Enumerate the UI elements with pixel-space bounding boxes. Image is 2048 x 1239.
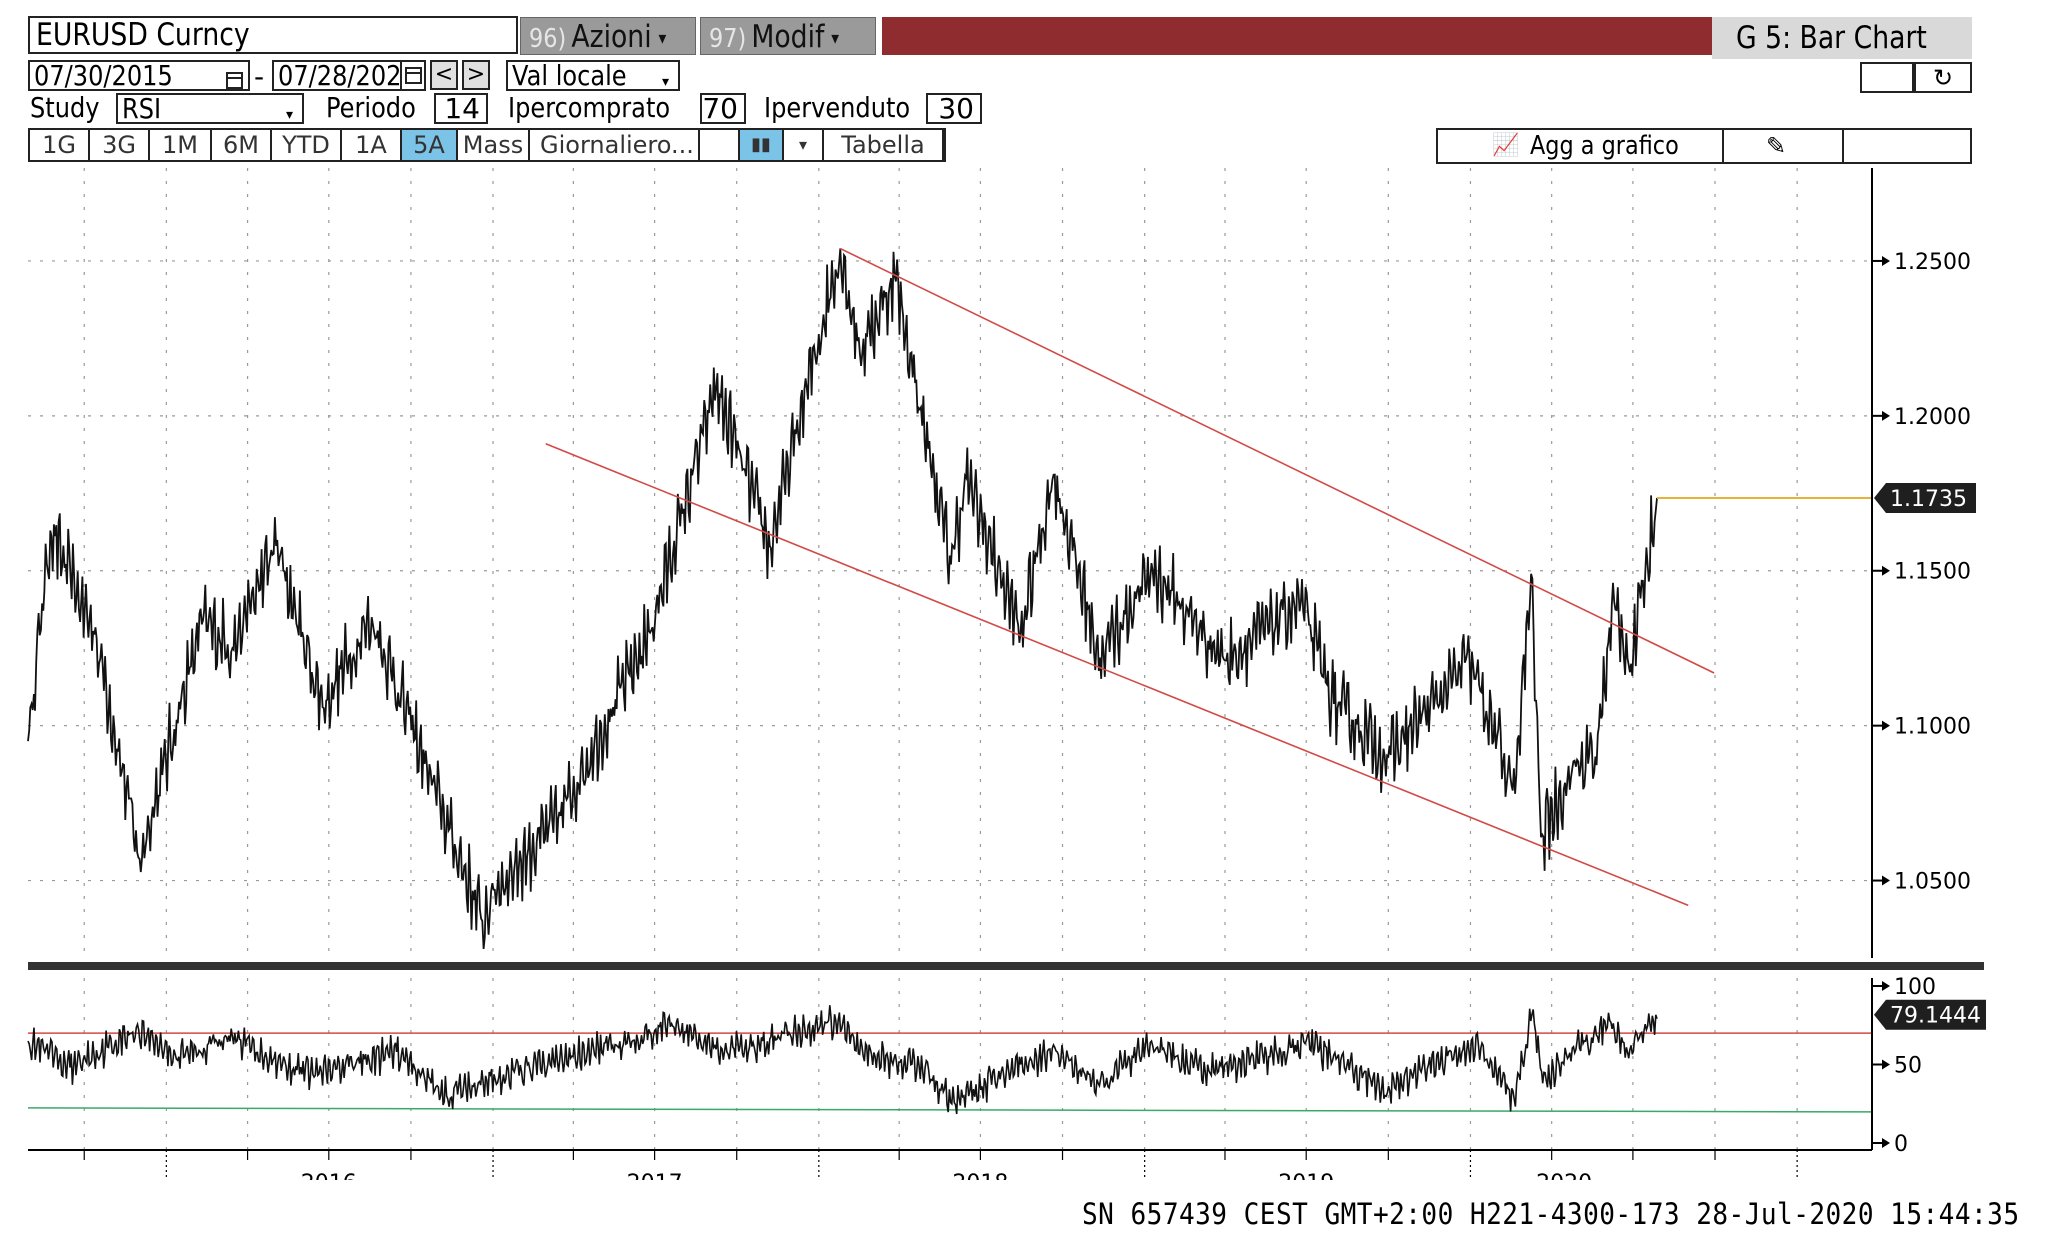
bar-chart-icon[interactable]: ▮▮ <box>740 130 784 160</box>
overbought-input[interactable]: 70 <box>700 93 746 124</box>
period-button-1g[interactable]: 1G <box>30 130 90 160</box>
year-label: 2017 <box>627 1171 683 1180</box>
actions-menu-number: 96) <box>529 24 567 54</box>
overbought-value: 70 <box>702 92 738 125</box>
calendar-icon <box>405 67 422 84</box>
edit-icon[interactable]: ✎ <box>1766 132 1787 160</box>
oversold-input[interactable]: 30 <box>926 93 982 124</box>
rsi-last-label: 79.1444 <box>1890 1004 1981 1029</box>
price-tick-label: 1.1000 <box>1894 715 1971 740</box>
price-tick-label: 1.1500 <box>1894 560 1971 585</box>
frequency-select[interactable]: Giornaliero... <box>530 130 700 160</box>
tick-arrow-icon <box>1882 565 1890 576</box>
start-date-field[interactable]: 07/30/2015 <box>28 60 250 91</box>
grid <box>28 168 1872 1150</box>
trend-lines <box>545 247 1872 907</box>
refresh-icon[interactable]: ↻ <box>1914 62 1972 93</box>
rsi-tick-label: 0 <box>1894 1132 1908 1157</box>
chevron-down-icon: ▾ <box>831 27 840 49</box>
panel-divider <box>28 962 1984 970</box>
footer-status: SN 657439 CEST GMT+2:00 H221-4300-173 28… <box>1082 1197 2020 1231</box>
end-date-value: 07/28/2020 <box>278 59 417 92</box>
study-label: Study <box>30 91 100 124</box>
chevron-down-icon[interactable]: ▾ <box>784 130 824 160</box>
prev-period-button[interactable]: < <box>430 60 458 90</box>
price-chart[interactable]: 1.2500 1.2000 1.1500 1.1000 1.0500 1.1735 100 5… <box>0 0 2048 1180</box>
year-label: 2019 <box>1278 1171 1334 1180</box>
period-button-5a[interactable]: 5A <box>402 130 458 160</box>
modif-menu-button[interactable]: 97) Modif ▾ <box>700 17 876 55</box>
modif-menu-number: 97) <box>709 24 747 54</box>
tick-arrow-icon <box>1882 410 1890 421</box>
oversold-label: Ipervenduto <box>764 91 911 124</box>
last-price-badge <box>1874 482 1976 513</box>
chart-tools-bar: 📈 Agg a grafico ✎ <box>1436 128 1972 164</box>
period-button-1m[interactable]: 1M <box>150 130 212 160</box>
period-button-6m[interactable]: 6M <box>212 130 272 160</box>
period-label: Periodo <box>326 91 416 124</box>
period-button-ytd[interactable]: YTD <box>272 130 342 160</box>
start-date-value: 07/30/2015 <box>34 59 173 92</box>
rsi-line <box>27 1005 1658 1115</box>
axis-labels: 1.2500 1.2000 1.1500 1.1000 1.0500 1.1735 100 5… <box>301 250 1986 1180</box>
title-bar <box>882 17 1712 55</box>
study-value: RSI <box>122 92 162 125</box>
price-line <box>27 248 1658 949</box>
price-tick-label: 1.2500 <box>1894 250 1971 275</box>
period-button-mass[interactable]: Mass <box>458 130 530 160</box>
year-label: 2018 <box>952 1171 1008 1180</box>
tick-arrow-icon <box>1882 1138 1890 1148</box>
oversold-line <box>27 1107 1873 1113</box>
tick-arrow-icon <box>1882 981 1890 991</box>
next-period-button[interactable]: > <box>462 60 490 90</box>
price-tick-label: 1.2000 <box>1894 405 1971 430</box>
tick-arrow-icon <box>1882 720 1890 731</box>
rsi-last-badge <box>1874 999 1986 1030</box>
rsi-tick-label: 50 <box>1894 1054 1922 1079</box>
ticker-text: EURUSD Curncy <box>36 17 250 53</box>
chart-type-label: G 5: Bar Chart <box>1712 17 1972 59</box>
trend-line <box>545 442 1689 907</box>
axes <box>28 168 1984 1180</box>
trend-line <box>839 247 1715 674</box>
year-label: 2020 <box>1536 1171 1592 1180</box>
chevron-down-icon: ▾ <box>662 74 670 90</box>
currency-select[interactable]: Val locale ▾ <box>506 60 680 91</box>
price-series <box>27 248 1658 949</box>
calendar-icon[interactable] <box>226 72 243 89</box>
date-separator: - <box>254 60 265 93</box>
tick-arrow-icon <box>1882 255 1890 266</box>
year-label: 2016 <box>301 1171 357 1180</box>
blank-field[interactable] <box>1860 62 1914 93</box>
chevron-down-icon: ▾ <box>658 27 667 49</box>
actions-menu-label: Azioni <box>571 19 652 55</box>
price-tick-label: 1.0500 <box>1894 870 1971 895</box>
currency-value: Val locale <box>512 59 627 92</box>
tick-arrow-icon <box>1882 875 1890 886</box>
table-button[interactable]: Tabella <box>824 130 944 160</box>
rsi-tick-label: 100 <box>1894 975 1936 1000</box>
last-price-label: 1.1735 <box>1890 487 1967 512</box>
add-to-chart-button[interactable]: Agg a grafico <box>1530 131 1679 161</box>
actions-menu-button[interactable]: 96) Azioni ▾ <box>520 17 696 55</box>
ticker-input[interactable]: EURUSD Curncy <box>28 16 518 54</box>
modif-menu-label: Modif <box>751 19 825 55</box>
study-select[interactable]: RSI ▾ <box>116 93 304 124</box>
tick-arrow-icon <box>1882 1059 1890 1070</box>
period-bar: 1G 3G 1M 6M YTD 1A 5A Mass Giornaliero..… <box>28 128 946 162</box>
period-value: 14 <box>444 92 480 125</box>
add-chart-icon: 📈 <box>1492 133 1520 158</box>
period-button-1a[interactable]: 1A <box>342 130 402 160</box>
end-date-calendar-button[interactable] <box>400 60 426 91</box>
period-input[interactable]: 14 <box>434 93 488 124</box>
rsi-series <box>27 1005 1873 1115</box>
chevron-down-icon: ▾ <box>286 107 294 123</box>
overbought-label: Ipercomprato <box>508 91 671 124</box>
spacer <box>700 130 740 160</box>
oversold-value: 30 <box>938 92 974 125</box>
period-button-3g[interactable]: 3G <box>90 130 150 160</box>
